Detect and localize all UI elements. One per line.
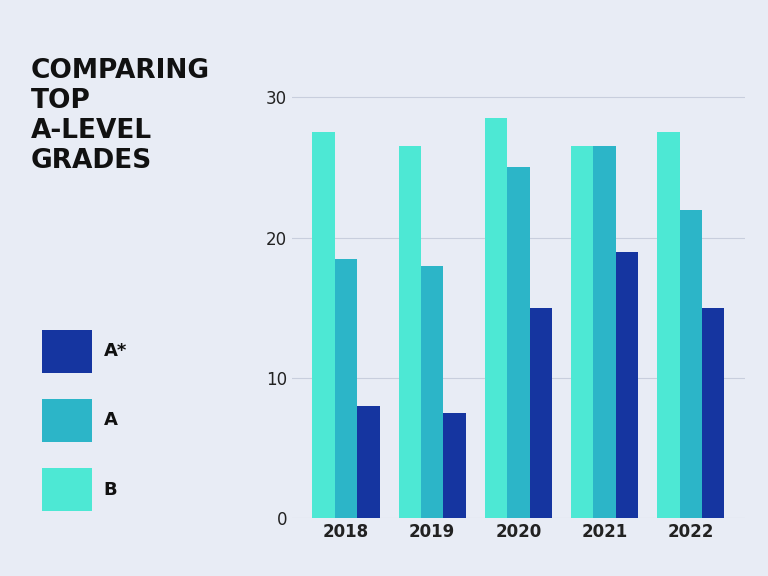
Bar: [313, 132, 335, 518]
Bar: [594, 146, 616, 518]
Bar: [399, 146, 421, 518]
Bar: [421, 266, 443, 518]
Bar: [530, 308, 552, 518]
Text: COMPARING
TOP
A-LEVEL
GRADES: COMPARING TOP A-LEVEL GRADES: [31, 58, 210, 173]
Text: A*: A*: [104, 342, 127, 361]
Bar: [335, 259, 357, 518]
Text: B: B: [104, 480, 118, 499]
Text: A: A: [104, 411, 118, 430]
Bar: [443, 413, 466, 518]
Bar: [485, 118, 507, 518]
Bar: [680, 210, 702, 518]
Bar: [357, 406, 379, 518]
Bar: [657, 132, 680, 518]
Bar: [571, 146, 594, 518]
Bar: [616, 252, 638, 518]
Bar: [507, 168, 530, 518]
Bar: [702, 308, 724, 518]
